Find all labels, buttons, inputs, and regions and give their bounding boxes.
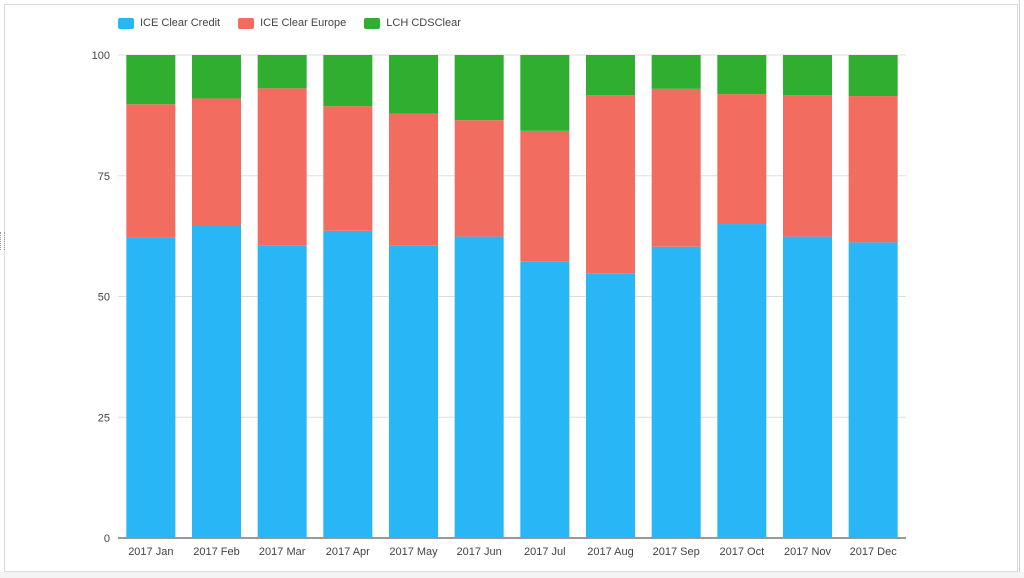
x-tick-label: 2017 Oct bbox=[720, 546, 765, 558]
bar-segment[interactable] bbox=[783, 95, 832, 237]
bar-segment[interactable] bbox=[389, 113, 438, 246]
x-tick-label: 2017 Jul bbox=[524, 546, 566, 558]
bar-segment[interactable] bbox=[783, 55, 832, 96]
bar-segment[interactable] bbox=[520, 55, 570, 131]
bar-segment[interactable] bbox=[257, 55, 307, 89]
bar-segment[interactable] bbox=[389, 245, 438, 538]
bar-segment[interactable] bbox=[192, 55, 241, 99]
bar-segment[interactable] bbox=[717, 224, 767, 539]
bar-segment[interactable] bbox=[454, 236, 504, 538]
bar-segment[interactable] bbox=[192, 98, 241, 226]
bottom-strip bbox=[0, 572, 1024, 578]
legend-label-ice-clear-credit: ICE Clear Credit bbox=[140, 17, 221, 29]
bar-segment[interactable] bbox=[848, 242, 898, 539]
bar-segment[interactable] bbox=[126, 237, 176, 538]
x-tick-label: 2017 Nov bbox=[784, 546, 832, 558]
bar-segment[interactable] bbox=[257, 88, 307, 246]
legend-swatch-ice-clear-credit bbox=[118, 17, 134, 29]
bar-segment[interactable] bbox=[389, 55, 438, 114]
legend-swatch-lch-cdsclear bbox=[364, 17, 381, 29]
bar-segment[interactable] bbox=[651, 55, 701, 89]
legend-label-ice-clear-europe: ICE Clear Europe bbox=[260, 17, 347, 29]
x-tick-label: 2017 Sep bbox=[653, 546, 700, 558]
bar-segment[interactable] bbox=[323, 230, 373, 538]
x-tick-label: 2017 Mar bbox=[259, 546, 306, 558]
x-tick-label: 2017 Jan bbox=[128, 546, 173, 558]
legend-item-ice-clear-credit[interactable]: ICE Clear Credit bbox=[118, 17, 220, 29]
x-tick-label: 2017 Apr bbox=[326, 546, 370, 558]
bar-segment[interactable] bbox=[783, 236, 832, 538]
window-edge bbox=[1019, 0, 1020, 578]
legend-label-lch-cdsclear: LCH CDSClear bbox=[386, 17, 461, 29]
x-tick-label: 2017 Dec bbox=[850, 546, 898, 558]
bar-segment[interactable] bbox=[586, 95, 635, 274]
bar-segment[interactable] bbox=[454, 55, 504, 121]
bar-segment[interactable] bbox=[848, 55, 898, 97]
legend: ICE Clear Credit ICE Clear Europe LCH CD… bbox=[118, 14, 461, 32]
bar-segment[interactable] bbox=[454, 120, 504, 237]
resize-handle[interactable] bbox=[0, 232, 5, 250]
x-tick-label: 2017 Jun bbox=[457, 546, 502, 558]
bar-segment[interactable] bbox=[192, 225, 241, 539]
legend-swatch-ice-clear-europe bbox=[238, 17, 255, 29]
y-tick-label: 25 bbox=[98, 412, 110, 424]
bar-segment[interactable] bbox=[586, 273, 635, 538]
y-tick-label: 50 bbox=[98, 292, 110, 304]
x-tick-label: 2017 Feb bbox=[193, 546, 239, 558]
bar-segment[interactable] bbox=[126, 55, 176, 105]
bar-segment[interactable] bbox=[126, 104, 176, 238]
bar-segment[interactable] bbox=[717, 55, 767, 95]
x-tick-label: 2017 May bbox=[389, 546, 438, 558]
legend-item-ice-clear-europe[interactable]: ICE Clear Europe bbox=[238, 17, 346, 29]
y-tick-label: 0 bbox=[104, 533, 110, 545]
y-tick-label: 100 bbox=[92, 50, 110, 62]
x-tick-label: 2017 Aug bbox=[587, 546, 634, 558]
bar-segment[interactable] bbox=[323, 106, 373, 231]
bar-segment[interactable] bbox=[848, 96, 898, 243]
bar-segment[interactable] bbox=[323, 55, 373, 107]
bar-segment[interactable] bbox=[651, 246, 701, 538]
bar-segment[interactable] bbox=[520, 261, 570, 538]
legend-item-lch-cdsclear[interactable]: LCH CDSClear bbox=[364, 17, 461, 29]
bar-segment[interactable] bbox=[257, 245, 307, 538]
bar-segment[interactable] bbox=[520, 130, 570, 262]
bar-segment[interactable] bbox=[586, 55, 635, 96]
bar-segment[interactable] bbox=[651, 88, 701, 247]
y-tick-label: 75 bbox=[98, 171, 110, 183]
bar-segment[interactable] bbox=[717, 94, 767, 225]
